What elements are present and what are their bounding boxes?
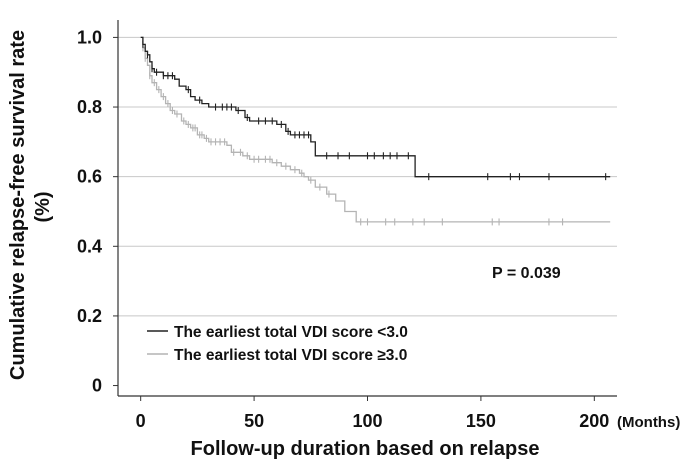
y-axis-title-unit: (%) [32,191,54,222]
y-tick-label: 0.8 [77,97,102,117]
x-tick-label: 150 [466,411,496,431]
x-tick-label: 100 [352,411,382,431]
legend-label-series-1: The earliest total VDI score <3.0 [174,324,408,341]
y-tick-label: 0 [92,376,102,396]
x-axis-unit: (Months) [617,414,680,431]
y-tick-label: 1.0 [77,27,102,47]
p-value-annotation: P = 0.039 [492,265,561,282]
x-tick-label: 50 [244,411,264,431]
x-tick-label: 200 [579,411,609,431]
x-tick-label: 0 [136,411,146,431]
y-tick-label: 0.2 [77,306,102,326]
axis-ticks: 0 0.2 0.4 0.6 0.8 1.0 0 50 100 150 200 [77,27,609,431]
survival-curve-series-2 [140,36,611,223]
legend-label-series-2: The earliest total VDI score ≥3.0 [174,347,407,364]
legend: The earliest total VDI score <3.0 The ea… [147,324,408,364]
gridlines [118,36,617,317]
y-axis-title: Cumulative relapse-free survival rate [7,30,29,380]
y-tick-label: 0.6 [77,167,102,187]
x-axis-title: Follow-up duration based on relapse [191,438,540,460]
survival-curves [140,36,611,226]
survival-curve-series-1 [140,36,611,178]
y-tick-label: 0.4 [77,236,102,256]
